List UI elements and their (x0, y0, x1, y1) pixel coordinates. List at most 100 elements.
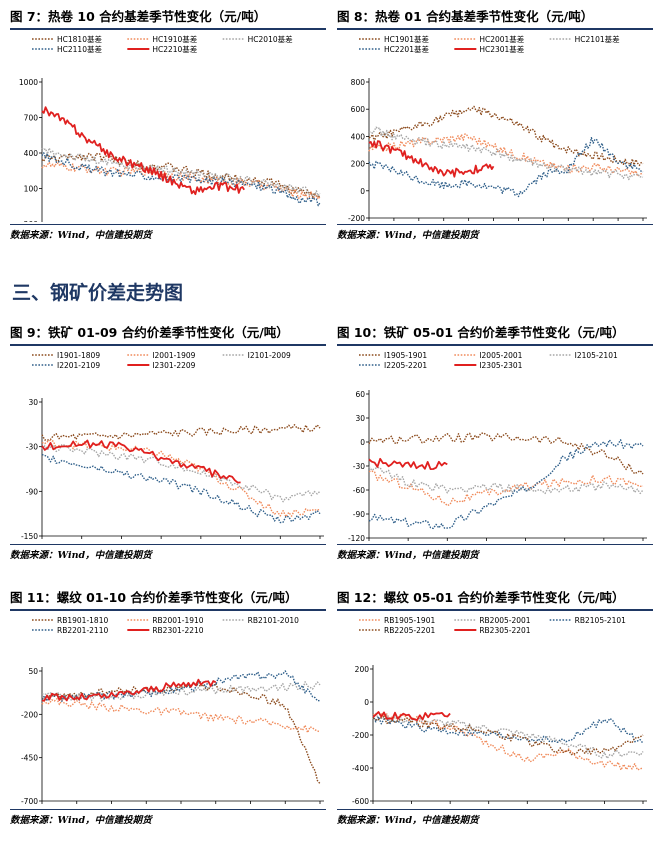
legend-label: HC2001基差 (479, 34, 524, 44)
x-tick-label: 8/20 (277, 806, 294, 807)
y-tick-label: 800 (351, 78, 366, 87)
series-line (41, 678, 217, 702)
y-tick-label: 100 (24, 185, 39, 194)
y-tick-label: -30 (353, 462, 365, 471)
x-tick-label: 10/20 (555, 806, 577, 807)
series-line (41, 439, 241, 484)
y-tick-label: 400 (24, 149, 39, 158)
series-line (41, 444, 321, 503)
series-line (372, 712, 644, 771)
y-tick-label: -150 (21, 532, 38, 541)
x-tick-label: 12/20 (632, 806, 653, 807)
bottom-rule (337, 544, 653, 545)
series-line (372, 715, 644, 744)
y-tick-label: 200 (355, 665, 370, 674)
title-rule (10, 609, 326, 611)
y-tick-label: -450 (21, 754, 38, 763)
title-rule (10, 344, 326, 346)
data-source-note: 数据来源：Wind，中信建投期货 (10, 230, 152, 241)
y-tick-label: 600 (351, 105, 366, 114)
chart-panel-8: 图 8：热卷 01 合约基差季节性变化（元/吨） HC1901基差 HC2001基差… (337, 6, 653, 242)
legend-label: HC2201基差 (384, 44, 429, 54)
data-source-note: 数据来源：Wind，中信建投期货 (10, 815, 152, 826)
x-tick-label: 6/20 (403, 806, 420, 807)
x-tick-label: 9/20 (312, 806, 326, 807)
y-tick-label: -200 (21, 710, 38, 719)
section-title: 三、钢矿价差走势图 (12, 282, 184, 304)
series-line (41, 698, 321, 734)
legend-label: RB2105-2101 (575, 616, 626, 625)
chart-plot: RB1905-1901 RB2005-2001 RB2105-2101 RB2205-… (352, 616, 653, 807)
legend-label: I1905-1901 (384, 351, 427, 360)
y-tick-label: -90 (353, 510, 365, 519)
y-tick-label: 50 (28, 667, 38, 676)
legend-label: HC2010基差 (248, 34, 293, 44)
x-tick-label: 2/20 (73, 541, 90, 542)
legend-label: HC2210基差 (152, 44, 197, 54)
chart-plot: HC1810基差 HC1910基差 HC2010基差 HC2110基差 HC2210基差… (19, 34, 321, 222)
chart-title: 图 9：铁矿 01-09 合约价差季节性变化（元/吨） (10, 325, 289, 340)
legend-label: HC1810基差 (57, 34, 102, 44)
legend-label: RB2301-2210 (152, 626, 203, 635)
bottom-rule (337, 224, 653, 225)
bottom-rule (10, 224, 326, 225)
legend-label: RB1905-1901 (384, 616, 435, 625)
legend-label: RB2101-2010 (248, 616, 299, 625)
y-tick-label: 0 (360, 187, 365, 196)
bottom-rule (337, 809, 653, 810)
legend-label: I2105-2101 (575, 351, 618, 360)
series-line (368, 439, 644, 530)
series-line (41, 453, 321, 524)
x-tick-label: 8/20 (312, 541, 326, 542)
data-source-note: 数据来源：Wind，中信建投期货 (10, 550, 152, 561)
series-line (368, 470, 644, 507)
legend-label: I2001-1909 (152, 351, 195, 360)
series-line (41, 161, 321, 200)
x-tick-label: 3/20 (113, 541, 130, 542)
bottom-rule (10, 544, 326, 545)
series-line (368, 126, 644, 181)
legend-label: I1901-1809 (57, 351, 100, 360)
y-tick-label: 30 (28, 398, 38, 407)
y-tick-label: 0 (360, 438, 365, 447)
x-tick-label: 1/20 (34, 806, 51, 807)
y-tick-label: 1000 (19, 78, 38, 87)
y-tick-label: -30 (26, 443, 38, 452)
chart-plot: HC1901基差 HC2001基差 HC2101基差 HC2201基差 HC2301基差… (348, 34, 647, 222)
x-tick-label: 4/20 (153, 541, 170, 542)
y-tick-label: 400 (351, 132, 366, 141)
data-source-note: 数据来源：Wind，中信建投期货 (337, 815, 479, 826)
chart-panel-12: 图 12：螺纹 05-01 合约价差季节性变化（元/吨） RB1905-1901 R… (337, 587, 653, 826)
legend-label: HC1910基差 (152, 34, 197, 44)
y-tick-label: -400 (352, 764, 369, 773)
legend-label: RB2205-2201 (384, 626, 435, 635)
series-line (368, 140, 495, 178)
legend-label: I2101-2009 (248, 351, 291, 360)
chart-plot: RB1901-1810 RB2001-1910 RB2101-2010 RB2201-… (21, 616, 326, 807)
title-rule (337, 609, 653, 611)
series-line (41, 670, 321, 702)
legend-label: RB2201-2110 (57, 626, 108, 635)
x-tick-label: 7/20 (242, 806, 259, 807)
legend-label: HC1901基差 (384, 34, 429, 44)
legend-label: I2305-2301 (479, 361, 522, 370)
legend-label: HC2110基差 (57, 44, 102, 54)
chart-panel-9: 图 9：铁矿 01-09 合约价差季节性变化（元/吨） I1901-1809 I20… (10, 322, 326, 561)
legend-label: HC2301基差 (479, 44, 524, 54)
y-tick-label: -200 (352, 731, 369, 740)
series-line (41, 152, 321, 198)
x-tick-label: 2/20 (68, 806, 85, 807)
y-tick-label: -700 (21, 797, 38, 806)
series-line (368, 457, 448, 470)
x-tick-label: 4/20 (138, 806, 155, 807)
chart-plot: I1901-1809 I2001-1909 I2101-2009 I2201-2109… (21, 351, 326, 542)
data-source-note: 数据来源：Wind，中信建投期货 (337, 230, 479, 241)
title-rule (337, 344, 653, 346)
x-tick-label: 5/20 (365, 806, 382, 807)
y-tick-label: 700 (24, 114, 39, 123)
x-tick-label: 7/20 (272, 541, 289, 542)
legend-label: I2201-2109 (57, 361, 100, 370)
y-tick-label: -60 (353, 486, 365, 495)
bottom-rule (10, 809, 326, 810)
series-line (41, 147, 321, 197)
